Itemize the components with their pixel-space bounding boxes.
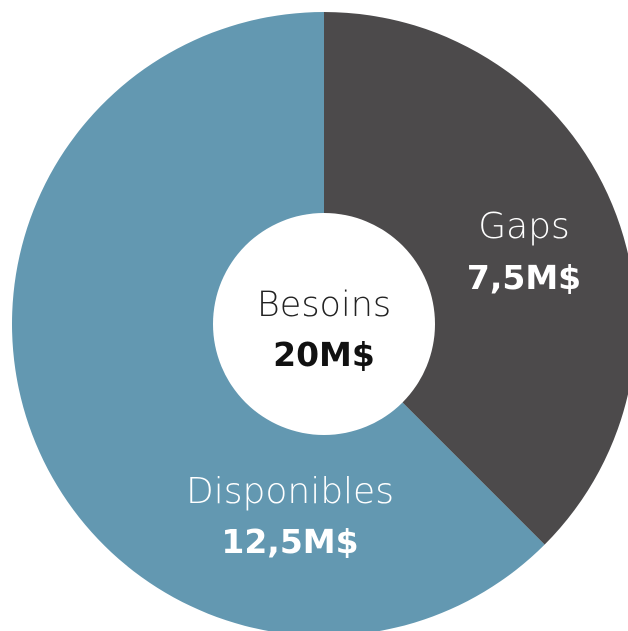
- donut-hole: [213, 213, 435, 435]
- slice-value-disponibles: 12,5M$: [221, 522, 358, 561]
- center-value-label: 20M$: [273, 335, 375, 374]
- slice-label-gaps: Gaps: [478, 206, 570, 247]
- center-label: Besoins: [257, 285, 391, 325]
- pie-slice-gaps: [324, 12, 628, 545]
- slice-value-gaps: 7,5M$: [467, 258, 581, 297]
- slice-label-disponibles: Disponibles: [186, 471, 394, 512]
